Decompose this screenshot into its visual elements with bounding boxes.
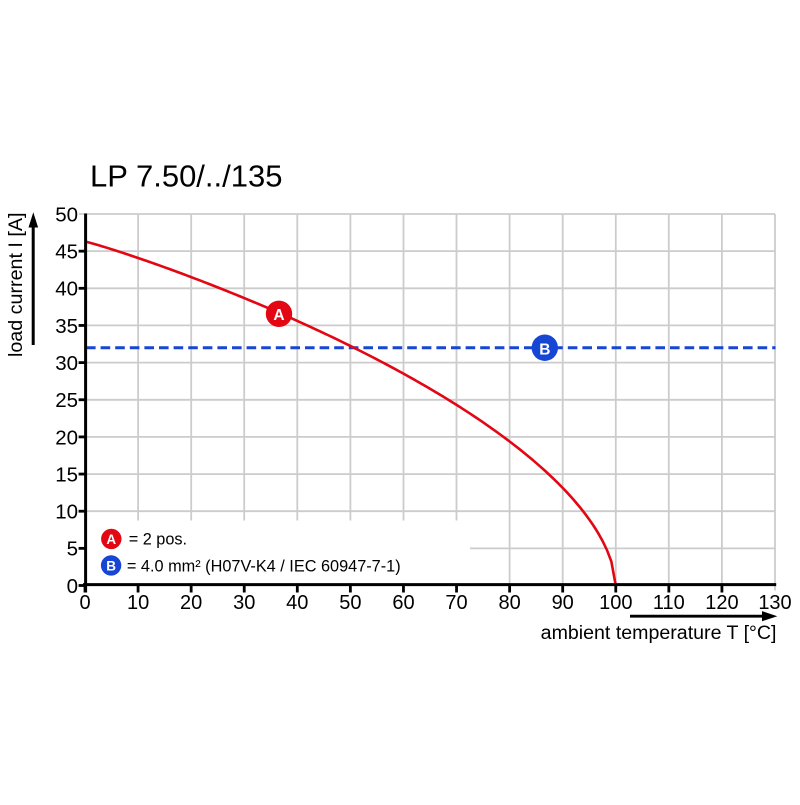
svg-text:40: 40 [286, 592, 308, 614]
svg-text:90: 90 [552, 592, 574, 614]
svg-text:35: 35 [55, 315, 78, 338]
svg-text:LP 7.50/../135: LP 7.50/../135 [90, 159, 282, 194]
svg-text:60: 60 [392, 592, 414, 614]
svg-text:0: 0 [79, 592, 90, 614]
svg-text:25: 25 [55, 389, 78, 412]
svg-text:= 4.0 mm² (H07V-K4 / IEC 60947: = 4.0 mm² (H07V-K4 / IEC 60947-7-1) [127, 557, 401, 575]
svg-text:B: B [539, 341, 550, 358]
svg-text:20: 20 [55, 426, 78, 449]
svg-text:20: 20 [180, 592, 202, 614]
svg-text:110: 110 [653, 592, 685, 614]
svg-text:0: 0 [67, 575, 78, 598]
svg-text:B: B [106, 558, 116, 573]
svg-text:10: 10 [127, 592, 149, 614]
svg-text:30: 30 [233, 592, 255, 614]
svg-text:= 2 pos.: = 2 pos. [129, 531, 187, 549]
svg-text:130: 130 [758, 592, 791, 614]
svg-text:100: 100 [599, 592, 632, 614]
svg-text:50: 50 [339, 592, 361, 614]
svg-text:A: A [106, 532, 116, 547]
svg-text:120: 120 [705, 592, 738, 614]
svg-text:load current I [A]: load current I [A] [5, 213, 27, 357]
svg-text:ambient temperature T [°C]: ambient temperature T [°C] [541, 622, 777, 644]
svg-text:30: 30 [55, 352, 78, 375]
svg-text:45: 45 [55, 241, 78, 264]
svg-text:40: 40 [55, 278, 78, 301]
svg-text:A: A [273, 307, 284, 324]
svg-text:10: 10 [55, 501, 78, 524]
svg-text:80: 80 [498, 592, 520, 614]
svg-text:70: 70 [445, 592, 467, 614]
svg-text:5: 5 [67, 538, 78, 561]
svg-text:15: 15 [55, 463, 78, 486]
svg-text:50: 50 [55, 203, 78, 226]
